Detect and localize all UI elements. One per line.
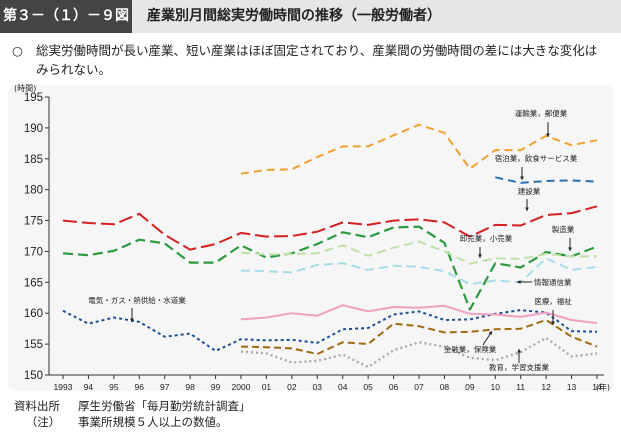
x-tick-label: 04	[338, 382, 348, 392]
series-line-8	[240, 319, 598, 355]
x-tick-label: 06	[389, 382, 399, 392]
series-annotation: 医療，福祉	[534, 296, 572, 306]
series-annotation: 教育，学習支援業	[489, 362, 549, 372]
x-tick-label: 96	[135, 382, 145, 392]
annotation-arrowhead	[130, 318, 134, 322]
chart-panel	[8, 85, 614, 391]
figure-header: 第３－（１）－９図 産業別月間総実労働時間の推移（一般労働者）	[0, 0, 621, 33]
y-tick-label: 185	[24, 154, 43, 166]
annotation-arrowhead	[517, 349, 521, 353]
y-axis-unit: (時間)	[14, 84, 36, 93]
x-tick-label: 10	[491, 382, 501, 392]
x-tick-label: 12	[541, 382, 551, 392]
annotation-arrowhead	[478, 254, 482, 258]
series-line-2	[62, 205, 598, 251]
source-text: 厚生労働省「毎月勤労統計調査」	[78, 399, 251, 413]
x-tick-label: 05	[363, 382, 373, 392]
y-tick-label: 165	[24, 277, 43, 289]
source-label: 資料出所	[14, 399, 60, 413]
y-tick-label: 150	[24, 370, 43, 382]
x-tick-label: 97	[160, 382, 170, 392]
series-annotation: 金融業，保険業	[444, 344, 497, 354]
chart-footer: 資料出所 厚生労働省「毎月勤労統計調査」 （注） 事業所規模５人以上の数値。	[14, 398, 251, 430]
note-label: （注）	[25, 415, 61, 429]
annotation-arrowhead	[568, 247, 572, 251]
summary-note: ○ 総実労働時間が長い産業、短い産業はほぼ固定されており、産業間の労働時間の差に…	[12, 41, 608, 79]
series-line-6	[62, 309, 598, 352]
annotation-arrowhead	[551, 321, 555, 325]
x-tick-label: 2000	[232, 382, 251, 392]
x-tick-label: 99	[211, 382, 221, 392]
series-annotation: 運輸業，郵便業	[515, 108, 568, 118]
x-tick-label: 11	[516, 382, 525, 392]
y-tick-label: 160	[24, 308, 43, 320]
y-tick-label: 175	[24, 216, 43, 228]
x-tick-label: 14	[592, 382, 602, 392]
series-line-4	[240, 240, 597, 265]
series-line-5	[240, 257, 598, 286]
series-annotation: 卸売業，小売業	[460, 233, 513, 243]
series-annotation: 情報通信業	[534, 277, 572, 287]
x-tick-label: 13	[567, 382, 577, 392]
x-tick-label: 03	[313, 382, 323, 392]
series-annotation: 電気・ガス・熱供給・水道業	[88, 295, 186, 305]
x-tick-label: 95	[109, 382, 119, 392]
series-line-7	[240, 304, 598, 325]
series-annotation: 製造業	[552, 224, 575, 234]
line-chart: 150 155 160 165 170 175 180 185 190 195(時間) 1993 94…	[14, 84, 610, 392]
figure-title: 産業別月間総実労働時間の推移（一般労働者）	[147, 8, 441, 24]
series-annotation: 宿泊業，飲食サービス業	[495, 153, 578, 163]
x-tick-label: 01	[262, 382, 272, 392]
x-tick-label: 1993	[54, 382, 73, 392]
x-tick-label: 02	[287, 382, 297, 392]
figure-number: 第３－（１）－９図	[0, 0, 132, 33]
series-line-3	[62, 225, 598, 311]
bullet-icon: ○	[12, 43, 23, 58]
y-tick-label: 190	[24, 123, 43, 135]
y-tick-label: 180	[24, 185, 43, 197]
x-tick-label: 07	[414, 382, 424, 392]
note-text: 事業所規模５人以上の数値。	[78, 415, 228, 429]
annotation-arrowhead	[517, 280, 521, 284]
x-axis-unit: (年)	[596, 382, 610, 392]
annotation-arrowhead	[546, 133, 550, 137]
annotation-arrowhead	[488, 331, 492, 335]
x-tick-label: 08	[440, 382, 450, 392]
series-line-1	[495, 176, 598, 184]
series-line-9	[240, 336, 598, 369]
y-tick-label: 155	[24, 339, 43, 351]
series-annotation: 建設業	[518, 186, 541, 196]
x-tick-label: 98	[185, 382, 195, 392]
y-tick-label: 195	[24, 92, 43, 104]
x-tick-label: 94	[84, 382, 94, 392]
summary-text: 総実労働時間が長い産業、短い産業はほぼ固定されており、産業間の労働時間の差には大…	[36, 43, 598, 77]
x-tick-label: 09	[465, 382, 475, 392]
annotation-arrowhead	[520, 176, 524, 180]
y-tick-label: 170	[24, 246, 43, 258]
series-line-0	[240, 123, 598, 175]
annotation-arrowhead	[525, 207, 529, 211]
